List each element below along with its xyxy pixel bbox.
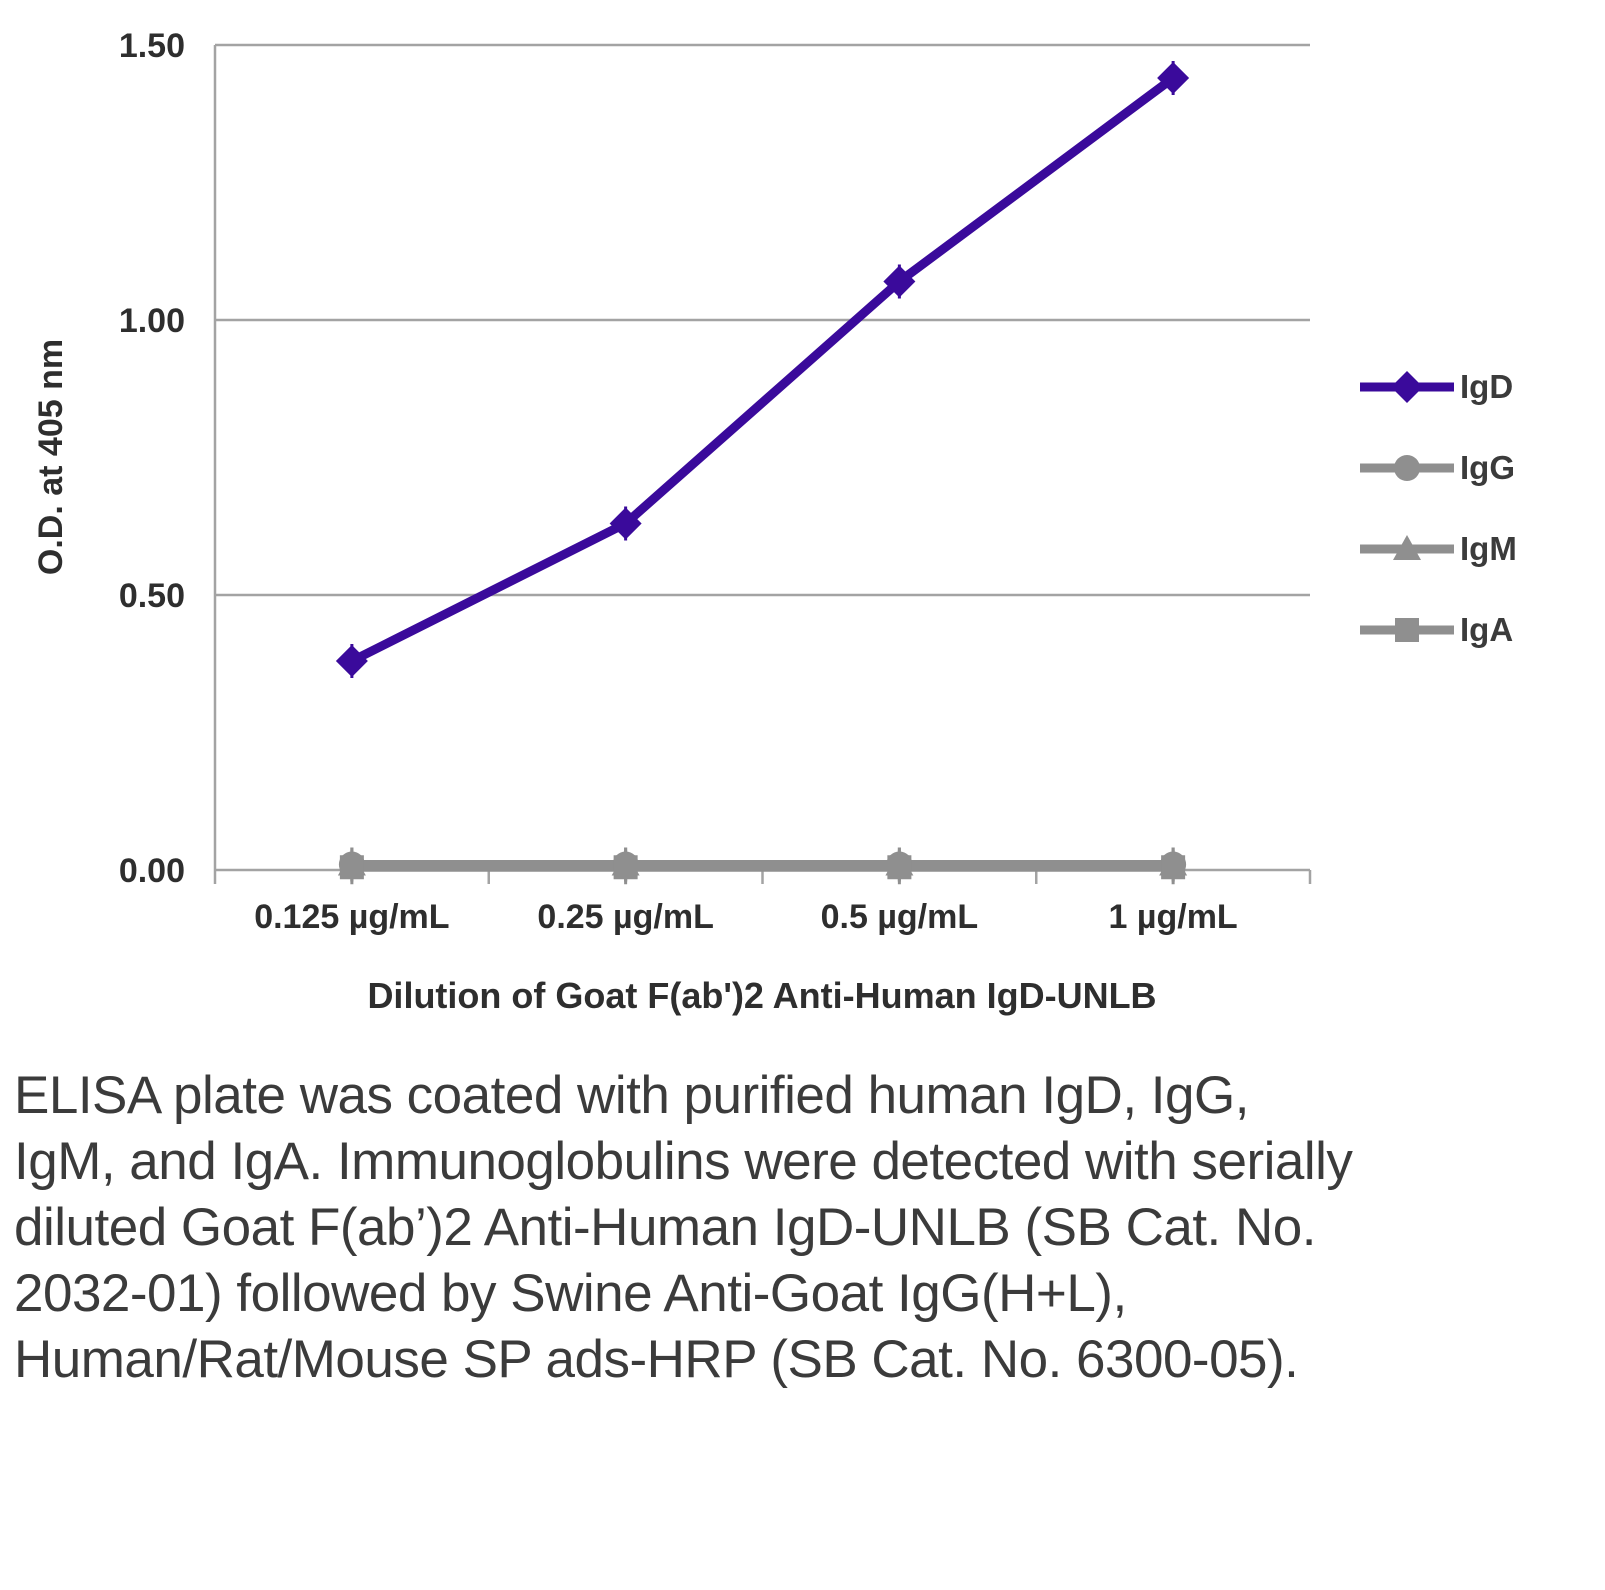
- legend-item-IgD: IgD: [1358, 368, 1517, 406]
- chart-legend: IgD IgG IgM IgA: [1358, 368, 1517, 649]
- series-line-IgD: [347, 73, 1178, 666]
- legend-item-IgM: IgM: [1358, 530, 1517, 568]
- marker-diamond: [609, 507, 642, 540]
- marker-square: [613, 855, 638, 880]
- marker-diamond: [335, 645, 368, 677]
- figure-caption: ELISA plate was coated with purified hum…: [14, 1066, 1353, 1389]
- x-tick-label: 0.5 µg/mL: [821, 898, 979, 936]
- tick-labels: 0.00 0.50 1.00 1.50 0.125 µg/mL 0.25 µg/mL 0.5…: [119, 27, 1238, 936]
- legend-item-IgG: IgG: [1358, 449, 1517, 487]
- y-tick-label: 1.50: [119, 27, 185, 65]
- y-tick-label: 0.50: [119, 577, 185, 615]
- marker-square: [339, 855, 364, 880]
- legend-label: IgM: [1460, 530, 1517, 567]
- gridlines: [215, 43, 1310, 872]
- axes: [213, 45, 1312, 884]
- x-tick-label: 0.25 µg/mL: [537, 898, 713, 936]
- legend-marker-triangle: [1360, 535, 1454, 560]
- data-series: [335, 61, 1190, 885]
- legend-marker-square: [1360, 618, 1454, 642]
- legend-marker-shape: [1395, 618, 1419, 642]
- legend-marker-circle: [1360, 455, 1454, 481]
- series-IgA: [339, 850, 1186, 885]
- marker-square: [1161, 855, 1186, 880]
- chart-canvas: 0.00 0.50 1.00 1.50 0.125 µg/mL 0.25 µg/mL 0.5…: [32, 27, 1312, 1016]
- y-tick-label: 0.00: [119, 852, 185, 890]
- y-tick-label: 1.00: [119, 302, 185, 340]
- elisa-line-chart: 0.00 0.50 1.00 1.50 0.125 µg/mL 0.25 µg/mL 0.5…: [32, 27, 1517, 1016]
- legend-item-IgA: IgA: [1358, 611, 1517, 649]
- legend-label: IgG: [1460, 449, 1515, 486]
- x-axis-title: Dilution of Goat F(ab')2 Anti-Human IgD-…: [367, 975, 1156, 1016]
- x-tick-label: 1 µg/mL: [1109, 898, 1238, 936]
- legend-marker-diamond: [1360, 371, 1454, 403]
- series-IgD: [335, 61, 1190, 678]
- x-tick-label: 0.125 µg/mL: [254, 898, 449, 936]
- marker-square: [887, 855, 912, 880]
- legend-marker-shape: [1393, 535, 1421, 560]
- legend-label: IgA: [1460, 611, 1514, 648]
- legend-marker-shape: [1391, 371, 1423, 403]
- legend-label: IgD: [1460, 368, 1514, 405]
- y-axis-title: O.D. at 405 nm: [32, 339, 70, 575]
- marker-diamond: [883, 265, 916, 298]
- legend-marker-shape: [1394, 455, 1420, 481]
- marker-diamond: [1157, 62, 1190, 94]
